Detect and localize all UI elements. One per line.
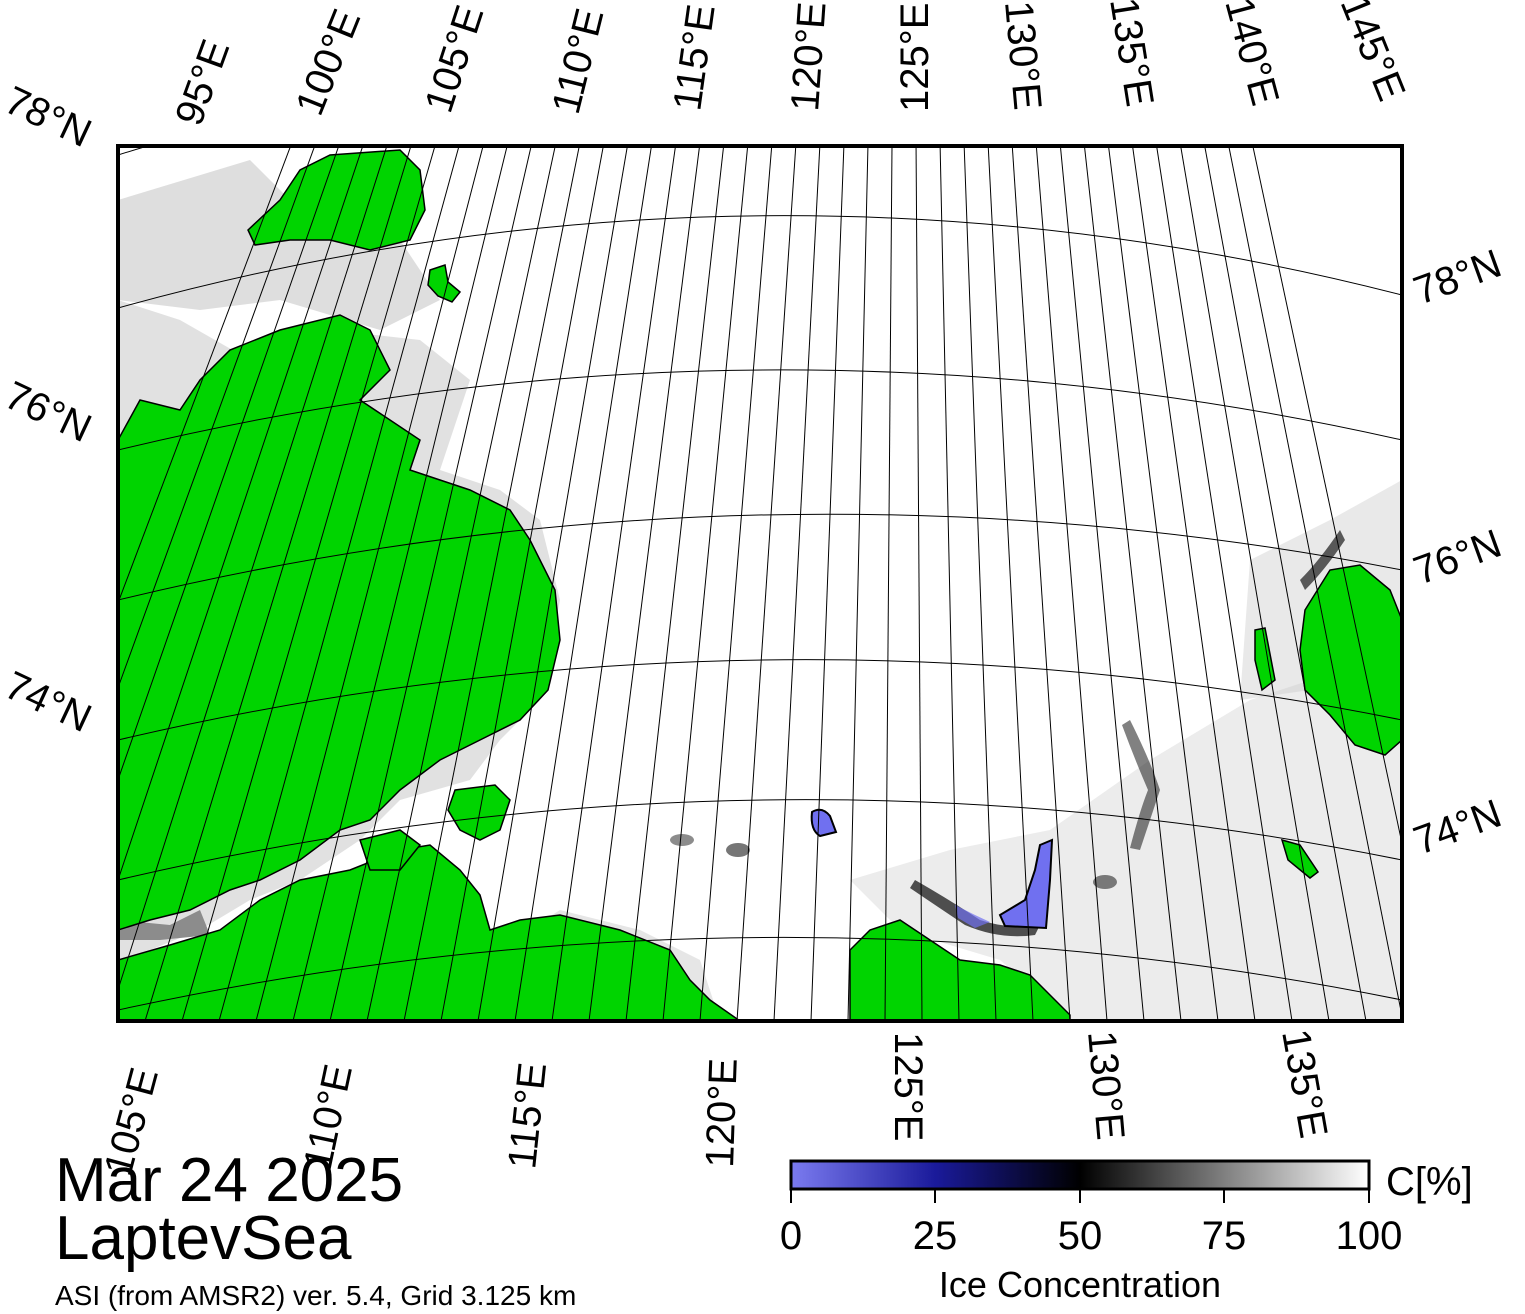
- colorbar-gradient: [789, 1159, 1371, 1191]
- right-latitude-labels: 78°N 76°N 74°N: [1408, 242, 1507, 864]
- meridian-line: [514, 146, 652, 1021]
- meridian-line: [292, 146, 508, 1021]
- meridian-line: [218, 146, 460, 1021]
- lon-label-top: 140°E: [1216, 0, 1287, 110]
- meridian-line: [699, 146, 773, 1021]
- meridian-line: [1204, 146, 1367, 1021]
- meridian-line: [915, 146, 923, 1021]
- lat-label-right: 74°N: [1408, 792, 1507, 864]
- meridian-line: [963, 146, 997, 1021]
- colorbar-tick-label: 75: [1201, 1214, 1247, 1258]
- map-frame: [116, 144, 1404, 1023]
- land-small-island-a: [427, 264, 462, 303]
- ice-spot-2: [726, 843, 750, 857]
- lon-label-top: 145°E: [1332, 0, 1414, 107]
- longitude-lines: [118, 146, 1402, 1021]
- ice-spot-1: [670, 834, 694, 846]
- top-longitude-labels: 95°E 100°E 105°E 110°E 115°E 120°E 125°E…: [167, 0, 1413, 131]
- polynya-lena-west: [955, 905, 990, 928]
- meridian-line: [118, 146, 364, 882]
- meridian-line: [662, 146, 749, 1021]
- meridian-line: [736, 146, 797, 1021]
- meridian-line: [1180, 146, 1330, 1021]
- meridian-line: [1107, 146, 1219, 1021]
- region-title: LaptevSea: [55, 1204, 352, 1273]
- meridian-line: [118, 146, 388, 992]
- latitude-lines: [118, 146, 1402, 1011]
- land-south-coast: [118, 844, 742, 1021]
- meridian-line: [255, 146, 484, 1021]
- meridian-line: [810, 146, 845, 1021]
- lon-label-top: 110°E: [544, 4, 612, 118]
- lon-label-bottom: 125°E: [886, 1032, 930, 1141]
- meridian-line: [939, 146, 960, 1021]
- lon-label-bottom: 115°E: [500, 1060, 555, 1170]
- meridian-line: [366, 146, 556, 1021]
- lon-label-top: 105°E: [417, 0, 493, 118]
- lon-label-bottom: 120°E: [698, 1057, 746, 1168]
- meridian-line: [1035, 146, 1108, 1021]
- colorbar-tick-label: 50: [1057, 1214, 1103, 1258]
- ice-lead-2: [1122, 720, 1160, 850]
- meridian-line: [588, 146, 701, 1021]
- meridian-line: [1132, 146, 1256, 1021]
- open-water-areas: [810, 808, 1054, 930]
- land-masses: [118, 149, 1402, 1021]
- lon-label-bottom: 135°E: [1273, 1026, 1335, 1141]
- colorbar-tick-marks: [790, 1189, 1370, 1203]
- lat-label-right: 78°N: [1408, 242, 1507, 314]
- meridian-line: [884, 146, 893, 1021]
- meridian-line: [477, 146, 628, 1021]
- land-severnaya-zemlya: [247, 149, 426, 251]
- left-latitude-labels: 78°N 76°N 74°N: [0, 78, 98, 741]
- meridian-line: [1059, 146, 1145, 1021]
- colorbar-tick-label: 100: [1335, 1214, 1403, 1258]
- lat-label-left: 74°N: [0, 663, 98, 741]
- lon-label-top: 100°E: [288, 3, 370, 121]
- meridian-line: [1083, 146, 1182, 1021]
- meridian-line: [118, 146, 340, 782]
- meridian-line: [1252, 146, 1402, 846]
- graticule: [118, 146, 1402, 1021]
- ice-spot-3: [1093, 875, 1117, 889]
- meridian-line: [551, 146, 677, 1021]
- lon-label-top: 135°E: [1101, 0, 1162, 109]
- lat-label-right: 76°N: [1408, 522, 1507, 594]
- land-small-island-b: [447, 784, 511, 841]
- colorbar-tick-label: 25: [912, 1214, 958, 1258]
- date-title: Mar 24 2025: [55, 1146, 404, 1215]
- meridian-line: [987, 146, 1034, 1021]
- lon-label-top: 125°E: [893, 3, 937, 112]
- colorbar-title: Ice Concentration: [938, 1264, 1222, 1305]
- lon-label-top: 115°E: [665, 2, 723, 114]
- meridian-line: [144, 146, 412, 1021]
- land-semyonovsky: [1280, 838, 1320, 879]
- lon-label-top: 130°E: [996, 0, 1049, 112]
- meridian-line: [329, 146, 532, 1021]
- land-peninsula-central: [359, 829, 422, 871]
- colorbar-unit: C[%]: [1386, 1160, 1473, 1204]
- colorbar: [789, 1159, 1371, 1203]
- meridian-line: [625, 146, 725, 1021]
- product-description: ASI (from AMSR2) ver. 5.4, Grid 3.125 km: [55, 1280, 577, 1311]
- meridian-line: [118, 146, 316, 690]
- ice-lead-3: [1300, 530, 1345, 590]
- meridian-line: [847, 146, 869, 1021]
- colorbar-tick-label: 0: [779, 1214, 803, 1258]
- meridian-line: [440, 146, 604, 1021]
- meridian-line: [1011, 146, 1071, 1021]
- meridian-line: [773, 146, 821, 1021]
- meridian-line: [1228, 146, 1402, 1019]
- meridian-line: [403, 146, 580, 1021]
- lon-label-top: 120°E: [783, 0, 835, 112]
- lon-label-top: 95°E: [167, 34, 238, 131]
- lon-label-bottom: 130°E: [1079, 1029, 1132, 1142]
- lat-label-left: 78°N: [0, 78, 98, 156]
- meridian-line: [181, 146, 436, 1021]
- lat-label-left: 76°N: [0, 373, 98, 451]
- land-lena-delta: [849, 919, 1071, 1021]
- polynya-lena: [998, 838, 1054, 930]
- meridian-line: [1156, 146, 1293, 1021]
